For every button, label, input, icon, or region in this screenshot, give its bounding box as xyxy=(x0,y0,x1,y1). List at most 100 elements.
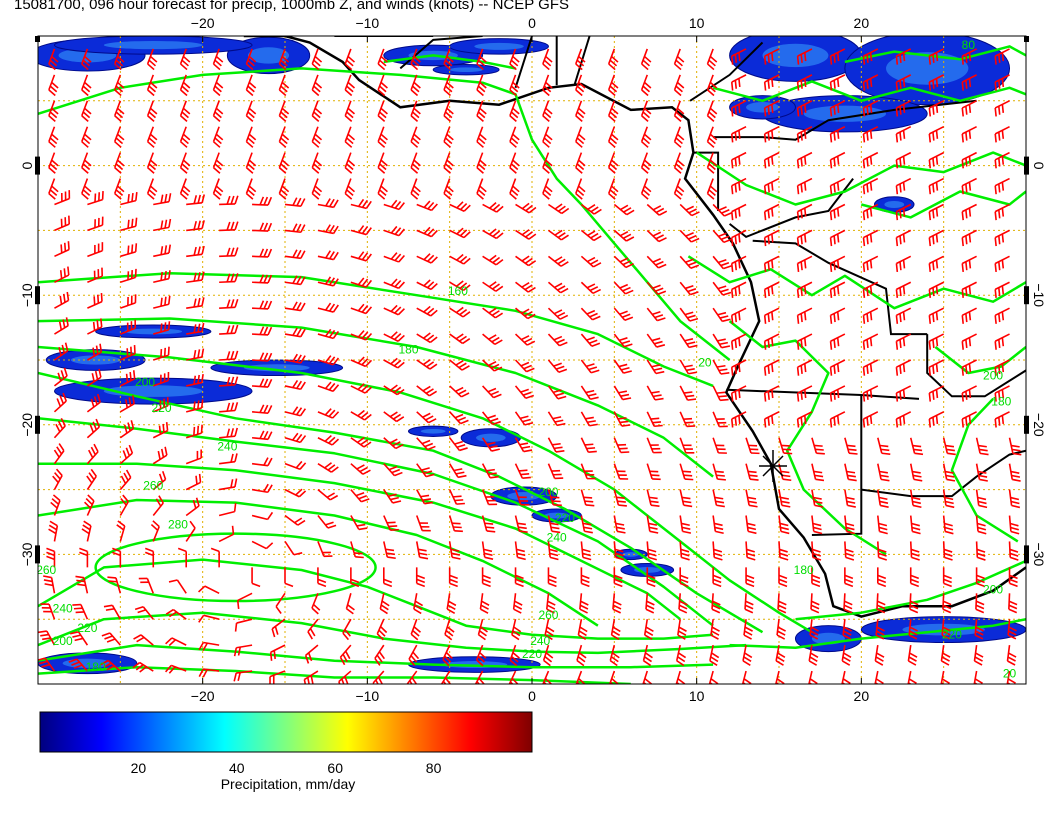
barb-staff xyxy=(482,359,495,372)
barb-feather xyxy=(425,388,434,395)
barb-feather xyxy=(581,578,590,584)
barb-feather xyxy=(361,305,369,313)
barb-feather xyxy=(812,522,822,527)
wind-barb xyxy=(252,196,273,206)
barb-feather xyxy=(79,551,88,557)
barb-staff xyxy=(317,515,329,529)
barb-feather xyxy=(814,444,823,447)
wind-barb xyxy=(928,385,945,402)
barb-feather xyxy=(103,662,112,668)
barb-feather xyxy=(202,669,208,678)
barb-staff xyxy=(185,457,202,465)
wind-barb xyxy=(973,645,984,666)
barb-feather xyxy=(160,220,164,230)
barb-feather xyxy=(62,319,66,328)
wind-barb xyxy=(862,126,879,143)
barb-feather xyxy=(738,78,741,88)
barb-staff xyxy=(896,203,912,213)
barb-feather xyxy=(278,192,287,200)
barb-feather xyxy=(843,604,853,610)
wind-barb xyxy=(509,152,520,174)
barb-feather xyxy=(347,107,356,115)
wind-barb xyxy=(382,567,393,588)
barb-staff xyxy=(270,644,286,653)
barb-feather xyxy=(329,224,335,234)
barb-feather xyxy=(116,133,125,141)
barb-feather xyxy=(810,652,819,659)
barb-feather xyxy=(1008,604,1018,610)
barb-feather xyxy=(56,446,63,455)
barb-feather xyxy=(932,157,935,167)
contour-label: 180 xyxy=(794,563,814,577)
barb-feather xyxy=(869,233,873,243)
barb-feather xyxy=(463,231,471,239)
barb-feather xyxy=(160,297,163,307)
barb-feather xyxy=(380,604,389,611)
barb-feather xyxy=(148,59,157,67)
barb-feather xyxy=(553,335,563,341)
barb-feather xyxy=(610,107,619,115)
barb-feather xyxy=(709,681,714,684)
barb-feather xyxy=(730,315,734,324)
barb-staff xyxy=(219,228,236,232)
wind-barb xyxy=(514,385,535,400)
lat-tick xyxy=(35,415,40,434)
barb-feather xyxy=(998,417,1001,426)
wind-barb xyxy=(150,520,160,542)
barb-staff xyxy=(843,593,846,610)
barb-feather xyxy=(738,389,741,399)
barb-feather xyxy=(358,495,367,500)
barb-staff xyxy=(449,385,462,398)
barb-feather xyxy=(796,56,800,65)
wind-barb xyxy=(975,463,988,482)
barb-feather xyxy=(734,106,738,115)
barb-feather xyxy=(477,655,485,663)
wind-barb xyxy=(252,404,273,414)
wind-barb xyxy=(482,333,503,346)
wind-barb xyxy=(179,100,191,123)
barb-feather xyxy=(716,474,725,477)
wind-barb xyxy=(383,515,399,531)
barb-feather xyxy=(446,159,454,167)
barb-feather xyxy=(576,137,585,145)
barb-feather xyxy=(230,195,235,205)
wind-barb xyxy=(809,619,819,640)
barb-feather xyxy=(397,361,405,369)
barb-feather xyxy=(148,85,157,93)
barb-feather xyxy=(869,389,873,399)
barb-feather xyxy=(734,157,738,167)
wind-barb xyxy=(607,126,619,148)
barb-feather xyxy=(361,498,370,503)
barb-feather xyxy=(709,660,718,667)
barb-staff xyxy=(797,281,813,291)
barb-feather xyxy=(444,677,452,684)
barb-feather xyxy=(192,499,197,509)
wind-barb xyxy=(646,255,667,269)
barb-feather xyxy=(304,655,310,664)
barb-feather xyxy=(292,379,299,389)
barb-feather xyxy=(165,422,169,431)
barb-feather xyxy=(685,394,695,398)
barb-feather xyxy=(742,682,747,684)
barb-feather xyxy=(144,547,154,553)
barb-feather xyxy=(65,317,69,326)
barb-feather xyxy=(778,582,788,588)
wind-barb xyxy=(284,379,306,391)
barb-staff xyxy=(830,281,846,291)
barb-feather xyxy=(928,315,932,324)
wind-barb xyxy=(185,497,200,517)
barb-feather xyxy=(928,392,932,402)
barb-feather xyxy=(615,552,624,557)
barb-feather xyxy=(324,328,332,337)
barb-feather xyxy=(941,687,948,691)
wind-barb xyxy=(796,229,813,247)
barb-feather xyxy=(611,677,619,684)
barb-feather xyxy=(248,159,257,167)
barb-feather xyxy=(456,280,464,287)
barb-feather xyxy=(413,107,421,115)
barb-feather xyxy=(387,556,396,560)
barb-feather xyxy=(326,492,335,498)
country-border xyxy=(713,99,977,141)
barb-feather xyxy=(449,582,458,588)
wind-barb xyxy=(410,100,421,123)
